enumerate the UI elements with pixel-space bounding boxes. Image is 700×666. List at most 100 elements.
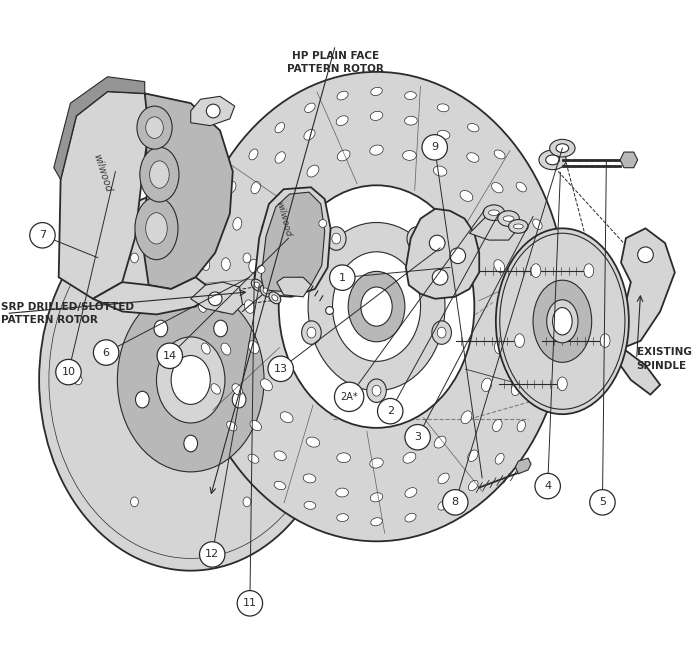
Circle shape <box>429 235 445 251</box>
Ellipse shape <box>438 501 449 510</box>
Ellipse shape <box>402 151 416 161</box>
Ellipse shape <box>489 210 499 215</box>
Ellipse shape <box>494 260 505 272</box>
Circle shape <box>237 591 262 616</box>
Ellipse shape <box>211 384 220 394</box>
Circle shape <box>257 266 265 273</box>
Ellipse shape <box>337 513 349 521</box>
Circle shape <box>29 222 55 248</box>
Ellipse shape <box>136 392 149 408</box>
Text: EXISTING
SPINDLE: EXISTING SPINDLE <box>637 348 692 371</box>
Ellipse shape <box>461 411 472 424</box>
Ellipse shape <box>279 185 475 428</box>
Ellipse shape <box>550 139 575 157</box>
Ellipse shape <box>533 383 541 395</box>
Ellipse shape <box>221 258 230 270</box>
Ellipse shape <box>370 111 383 121</box>
Text: 4: 4 <box>544 481 551 491</box>
Ellipse shape <box>337 150 350 161</box>
Ellipse shape <box>514 334 524 348</box>
Ellipse shape <box>243 497 251 507</box>
Ellipse shape <box>405 513 416 522</box>
Ellipse shape <box>495 454 504 464</box>
Text: 2A*: 2A* <box>340 392 358 402</box>
Ellipse shape <box>405 117 417 125</box>
Ellipse shape <box>370 458 384 468</box>
Ellipse shape <box>533 280 592 362</box>
Ellipse shape <box>493 420 502 432</box>
Ellipse shape <box>157 337 225 423</box>
Ellipse shape <box>274 451 286 460</box>
Ellipse shape <box>232 392 246 408</box>
Ellipse shape <box>543 343 551 354</box>
Ellipse shape <box>260 285 272 297</box>
Ellipse shape <box>251 279 263 291</box>
Ellipse shape <box>468 123 479 132</box>
Ellipse shape <box>547 301 554 312</box>
Ellipse shape <box>491 182 503 193</box>
Ellipse shape <box>403 452 416 463</box>
Ellipse shape <box>146 117 163 139</box>
Circle shape <box>450 248 466 264</box>
Ellipse shape <box>249 149 258 160</box>
Ellipse shape <box>228 181 236 192</box>
Ellipse shape <box>556 144 568 153</box>
Ellipse shape <box>494 150 505 159</box>
Ellipse shape <box>460 190 473 201</box>
Text: wilwood: wilwood <box>274 200 292 238</box>
Ellipse shape <box>494 340 504 354</box>
Ellipse shape <box>263 288 269 294</box>
Ellipse shape <box>438 327 446 338</box>
Text: 7: 7 <box>39 230 46 240</box>
Ellipse shape <box>367 379 386 402</box>
Text: SRP DRILLED/SLOTTED
PATTERN ROTOR: SRP DRILLED/SLOTTED PATTERN ROTOR <box>1 302 134 325</box>
Ellipse shape <box>302 321 321 344</box>
Ellipse shape <box>304 103 315 113</box>
Polygon shape <box>606 346 660 395</box>
Ellipse shape <box>405 488 417 498</box>
Polygon shape <box>142 93 233 289</box>
Ellipse shape <box>332 252 421 362</box>
Ellipse shape <box>202 259 210 270</box>
Ellipse shape <box>336 488 349 497</box>
Ellipse shape <box>243 253 251 263</box>
Circle shape <box>433 270 448 285</box>
Ellipse shape <box>304 501 316 509</box>
Ellipse shape <box>172 356 210 404</box>
Polygon shape <box>261 192 325 292</box>
Ellipse shape <box>306 437 320 447</box>
Ellipse shape <box>468 450 478 462</box>
Ellipse shape <box>434 436 446 448</box>
Ellipse shape <box>533 219 542 230</box>
Ellipse shape <box>438 131 450 139</box>
Polygon shape <box>190 97 234 126</box>
Ellipse shape <box>233 218 242 230</box>
Ellipse shape <box>250 420 262 431</box>
Ellipse shape <box>281 190 292 202</box>
Ellipse shape <box>261 222 272 235</box>
Ellipse shape <box>211 218 220 230</box>
Ellipse shape <box>221 343 231 355</box>
Text: 12: 12 <box>205 549 219 559</box>
Ellipse shape <box>438 473 449 484</box>
Ellipse shape <box>433 166 447 176</box>
Ellipse shape <box>254 282 260 288</box>
Ellipse shape <box>511 383 520 396</box>
Text: HP PLAIN FACE
PATTERN ROTOR: HP PLAIN FACE PATTERN ROTOR <box>287 51 384 75</box>
Ellipse shape <box>337 453 351 463</box>
Ellipse shape <box>332 233 341 244</box>
Circle shape <box>377 398 403 424</box>
Ellipse shape <box>584 264 594 278</box>
Circle shape <box>422 135 447 160</box>
Ellipse shape <box>146 212 167 244</box>
Text: 2: 2 <box>386 406 394 416</box>
Ellipse shape <box>370 145 384 155</box>
Ellipse shape <box>300 375 307 385</box>
Ellipse shape <box>307 327 316 338</box>
Ellipse shape <box>539 150 566 170</box>
Text: 6: 6 <box>103 348 110 358</box>
Ellipse shape <box>251 182 260 194</box>
Circle shape <box>535 474 561 499</box>
Ellipse shape <box>186 72 567 541</box>
Ellipse shape <box>482 378 491 392</box>
